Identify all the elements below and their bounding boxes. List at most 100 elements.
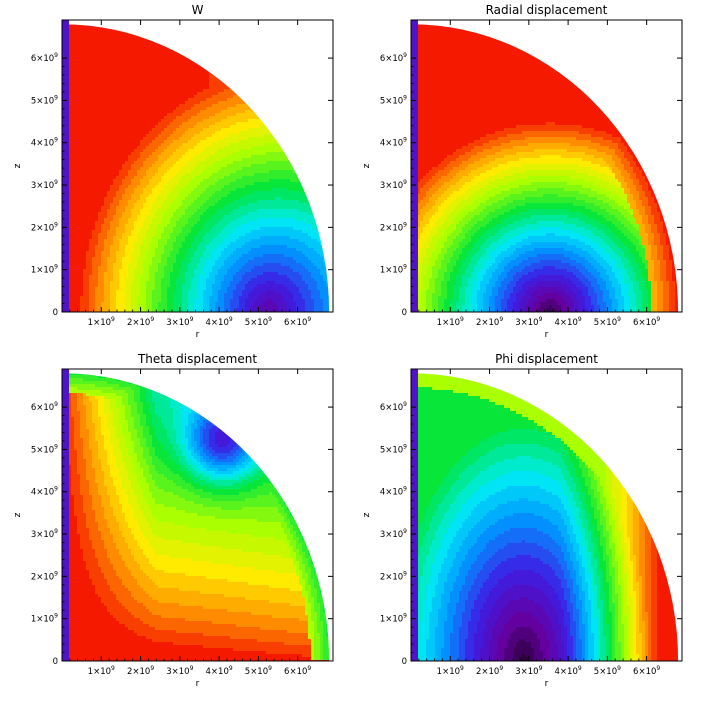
heatmap-cell (224, 209, 228, 213)
heatmap-cell (263, 239, 267, 243)
heatmap-cell (104, 101, 108, 105)
heatmap-cell (236, 203, 240, 207)
heatmap-cell (98, 200, 102, 204)
heatmap-cell (86, 107, 90, 111)
heatmap-cell (224, 128, 228, 132)
heatmap-cell (167, 125, 171, 129)
heatmap-cell (152, 71, 156, 75)
heatmap-cell (74, 191, 78, 195)
heatmap-cell (239, 236, 243, 240)
heatmap-cell (263, 233, 267, 237)
heatmap-cell (89, 95, 93, 99)
heatmap-cell (233, 89, 237, 93)
heatmap-cell (302, 236, 306, 240)
heatmap-cell (119, 197, 123, 201)
heatmap-cell (257, 197, 261, 201)
heatmap-cell (191, 185, 195, 189)
heatmap-cell (311, 224, 315, 228)
heatmap-cell (257, 125, 261, 129)
heatmap-cell (287, 203, 291, 207)
heatmap-cell (98, 230, 102, 234)
heatmap-cell (263, 146, 267, 150)
heatmap-cell (173, 242, 177, 246)
heatmap-cell (155, 104, 159, 108)
heatmap-cell (131, 128, 135, 132)
heatmap-cell (176, 185, 180, 189)
heatmap-cell (227, 236, 231, 240)
heatmap-cell (86, 233, 90, 237)
heatmap-cell (161, 125, 165, 129)
heatmap-cell (77, 53, 81, 57)
heatmap-cell (308, 218, 312, 222)
heatmap-cell (152, 146, 156, 150)
heatmap-cell (257, 158, 261, 162)
heatmap-cell (107, 83, 111, 87)
heatmap-cell (122, 248, 126, 252)
heatmap-cell (227, 173, 231, 177)
heatmap-cell (161, 47, 165, 51)
heatmap-cell (77, 161, 81, 165)
heatmap-cell (287, 215, 291, 219)
heatmap-cell (143, 203, 147, 207)
heatmap-cell (146, 176, 150, 180)
heatmap-cell (308, 206, 312, 210)
heatmap-cell (170, 245, 174, 249)
heatmap-cell (110, 35, 114, 39)
heatmap-cell (137, 137, 141, 141)
heatmap-cell (239, 125, 243, 129)
heatmap-cell (125, 89, 129, 93)
heatmap-cell (143, 179, 147, 183)
heatmap-cell (74, 104, 78, 108)
heatmap-cell (248, 164, 252, 168)
heatmap-cell (296, 194, 300, 198)
heatmap-cell (107, 41, 111, 45)
heatmap-cell (200, 164, 204, 168)
heatmap-cell (152, 224, 156, 228)
heatmap-cell (143, 113, 147, 117)
heatmap-cell (74, 230, 78, 234)
heatmap-cell (164, 182, 168, 186)
heatmap-cell (173, 158, 177, 162)
heatmap-cell (191, 191, 195, 195)
heatmap-cell (227, 119, 231, 123)
heatmap-cell (218, 89, 222, 93)
heatmap-cell (164, 221, 168, 225)
heatmap-cell (176, 230, 180, 234)
heatmap-cell (98, 47, 102, 51)
heatmap-cell (119, 173, 123, 177)
heatmap-cell (158, 146, 162, 150)
heatmap-cell (104, 182, 108, 186)
heatmap-cell (242, 200, 246, 204)
heatmap-cell (203, 161, 207, 165)
heatmap-cell (230, 173, 234, 177)
heatmap-cell (74, 59, 78, 63)
heatmap-cell (305, 194, 309, 198)
heatmap-cell (239, 209, 243, 213)
heatmap-cell (143, 140, 147, 144)
heatmap-cell (167, 146, 171, 150)
heatmap-cell (152, 77, 156, 81)
heatmap-cell (269, 212, 273, 216)
heatmap-cell (191, 182, 195, 186)
heatmap-cell (119, 149, 123, 153)
heatmap-cell (185, 239, 189, 243)
heatmap-cell (116, 86, 120, 90)
heatmap-cell (203, 218, 207, 222)
heatmap-cell (182, 212, 186, 216)
heatmap-cell (176, 188, 180, 192)
heatmap-cell (248, 107, 252, 111)
heatmap-cell (188, 224, 192, 228)
heatmap-cell (257, 155, 261, 159)
heatmap-cell (176, 245, 180, 249)
heatmap-cell (137, 101, 141, 105)
heatmap-cell (254, 116, 258, 120)
heatmap-cell (71, 83, 75, 87)
heatmap-cell (245, 242, 249, 246)
heatmap-cell (194, 119, 198, 123)
heatmap-cell (86, 104, 90, 108)
heatmap-cell (167, 179, 171, 183)
heatmap-cell (155, 134, 159, 138)
heatmap-cell (236, 122, 240, 126)
heatmap-cell (212, 83, 216, 87)
heatmap-cell (104, 119, 108, 123)
